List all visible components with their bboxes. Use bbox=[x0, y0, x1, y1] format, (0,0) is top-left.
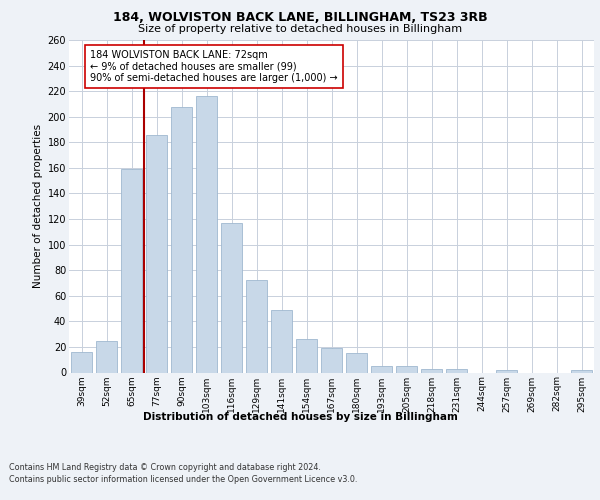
Bar bbox=[571, 370, 592, 372]
Bar bbox=[296, 339, 317, 372]
Bar bbox=[121, 169, 142, 372]
Bar bbox=[446, 368, 467, 372]
Bar bbox=[171, 106, 192, 372]
Bar bbox=[496, 370, 517, 372]
Bar bbox=[96, 340, 117, 372]
Y-axis label: Number of detached properties: Number of detached properties bbox=[34, 124, 43, 288]
Bar bbox=[146, 134, 167, 372]
Bar bbox=[421, 368, 442, 372]
Bar bbox=[321, 348, 342, 372]
Text: Size of property relative to detached houses in Billingham: Size of property relative to detached ho… bbox=[138, 24, 462, 34]
Text: 184 WOLVISTON BACK LANE: 72sqm
← 9% of detached houses are smaller (99)
90% of s: 184 WOLVISTON BACK LANE: 72sqm ← 9% of d… bbox=[90, 50, 338, 84]
Bar bbox=[396, 366, 417, 372]
Bar bbox=[371, 366, 392, 372]
Bar bbox=[346, 354, 367, 372]
Text: Distribution of detached houses by size in Billingham: Distribution of detached houses by size … bbox=[143, 412, 457, 422]
Text: Contains HM Land Registry data © Crown copyright and database right 2024.: Contains HM Land Registry data © Crown c… bbox=[9, 462, 321, 471]
Bar bbox=[246, 280, 267, 372]
Bar bbox=[271, 310, 292, 372]
Text: 184, WOLVISTON BACK LANE, BILLINGHAM, TS23 3RB: 184, WOLVISTON BACK LANE, BILLINGHAM, TS… bbox=[113, 11, 487, 24]
Bar bbox=[196, 96, 217, 372]
Bar bbox=[221, 223, 242, 372]
Text: Contains public sector information licensed under the Open Government Licence v3: Contains public sector information licen… bbox=[9, 475, 358, 484]
Bar bbox=[71, 352, 92, 372]
